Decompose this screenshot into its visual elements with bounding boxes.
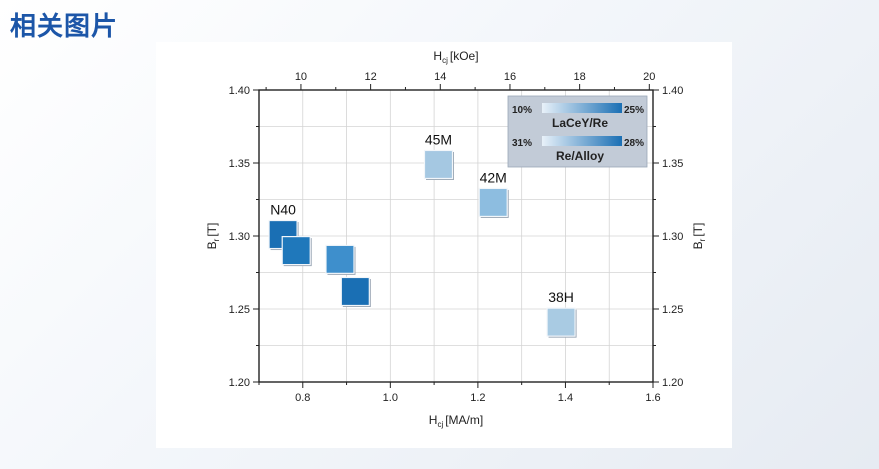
y-right-tick-label: 1.30 (662, 231, 683, 243)
data-point-label: 38H (548, 289, 574, 305)
y-left-tick-label: 1.40 (229, 85, 250, 97)
x-bottom-tick-label: 1.0 (383, 392, 398, 404)
x-top-tick-label: 20 (643, 71, 655, 83)
y-left-tick-label: 1.35 (229, 158, 250, 170)
x-bottom-axis-unit: [MA/m] (445, 413, 483, 427)
legend-gradient-bar-1 (542, 103, 622, 113)
y-left-tick-label: 1.30 (229, 231, 250, 243)
y-right-axis-title: Br[T] (691, 223, 707, 250)
page-title: 相关图片 (10, 12, 119, 42)
legend-gradient-bar-2 (542, 136, 622, 146)
y-right-axis-unit: [T] (691, 223, 705, 237)
x-bottom-tick-label: 1.4 (558, 392, 573, 404)
x-top-tick-label: 10 (295, 71, 307, 83)
data-point-2 (281, 236, 312, 267)
x-bottom-tick-label: 0.8 (295, 392, 310, 404)
y-right-tick-label: 1.25 (662, 304, 683, 316)
data-point-5: 45M (423, 131, 454, 180)
data-point-6: 42M (478, 169, 509, 218)
y-right-tick-label: 1.35 (662, 158, 683, 170)
x-top-axis-title: Hcj [kOe] (433, 49, 478, 65)
axis-ticks (253, 84, 659, 388)
x-bottom-tick-label: 1.2 (470, 392, 485, 404)
y-right-axis-symbol: B (691, 241, 705, 249)
x-bottom-axis-title: Hcj [MA/m] (429, 413, 483, 429)
x-top-axis-symbol: H (433, 49, 442, 63)
y-left-axis-title: Br[T] (205, 223, 221, 250)
legend-item-1-max-label: 25% (624, 105, 644, 116)
tick-labels: 0.8 1.0 1.2 1.4 1.6 10 12 14 16 18 20 1.20 1.25 1.30 1… (229, 71, 684, 404)
y-left-tick-label: 1.20 (229, 377, 250, 389)
y-right-axis-subscript: r (698, 238, 707, 241)
legend-item-2-min-label: 31% (512, 138, 532, 149)
data-point-marker (423, 149, 454, 180)
data-point-7: 38H (546, 289, 577, 338)
y-right-tick-label: 1.40 (662, 85, 683, 97)
data-point-4 (340, 276, 371, 307)
legend-item-2-max-label: 28% (624, 138, 644, 149)
legend-item-2-name: Re/Alloy (556, 149, 604, 163)
data-point-label: 42M (480, 169, 507, 185)
x-top-axis-subscript: cj (442, 56, 448, 65)
legend-item-1-name: LaCeY/Re (552, 116, 608, 130)
data-point-marker (478, 187, 508, 218)
scatter-chart: 0.8 1.0 1.2 1.4 1.6 10 12 14 16 18 20 1.20 1.25 1.30 1… (205, 49, 707, 429)
data-point-marker (340, 276, 370, 307)
x-top-tick-label: 16 (504, 71, 516, 83)
data-point-label: N40 (270, 202, 296, 218)
x-bottom-axis-symbol: H (429, 413, 438, 427)
data-point-marker (546, 307, 576, 337)
x-top-axis-unit: [kOe] (450, 49, 479, 63)
x-top-tick-label: 12 (364, 71, 376, 83)
x-top-tick-label: 14 (434, 71, 446, 83)
y-left-tick-label: 1.25 (229, 304, 250, 316)
x-bottom-axis-subscript: cj (437, 420, 443, 429)
x-bottom-tick-label: 1.6 (645, 392, 660, 404)
y-right-tick-label: 1.20 (662, 377, 683, 389)
data-point-marker (281, 236, 311, 266)
y-left-axis-subscript: r (212, 238, 221, 241)
data-point-3 (325, 244, 356, 275)
data-points: N40 45M 42M 38H (268, 131, 577, 338)
y-left-axis-symbol: B (205, 241, 219, 249)
y-left-axis-unit: [T] (205, 223, 219, 237)
chart-figure: 0.8 1.0 1.2 1.4 1.6 10 12 14 16 18 20 1.20 1.25 1.30 1… (156, 42, 732, 448)
data-point-label: 45M (425, 131, 452, 147)
legend: 10% 25% LaCeY/Re 31% 28% Re/Alloy (507, 95, 648, 168)
legend-item-1-min-label: 10% (512, 105, 532, 116)
x-top-tick-label: 18 (574, 71, 586, 83)
data-point-marker (325, 244, 355, 274)
